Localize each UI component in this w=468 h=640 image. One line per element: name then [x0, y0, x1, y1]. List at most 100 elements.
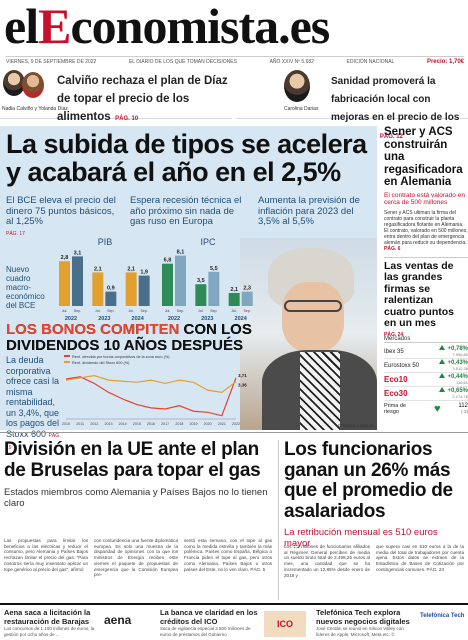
series-line — [65, 376, 237, 417]
footer-aena[interactable]: Aena saca a licitación la restauración d… — [4, 608, 154, 639]
sener-headline[interactable]: Sener y ACS construirán una regasificado… — [384, 126, 463, 188]
ico-logo: ICO — [264, 611, 306, 637]
teaser-headline: Calviño rechaza el plan de Díaz de topar… — [57, 75, 228, 123]
bonos-text: La deuda corporativa ofrece casi la mism… — [6, 355, 66, 454]
bar-value-label: 2,1 — [94, 266, 102, 272]
funcionarios-headline: Los funcionarios ganan un 26% más que el… — [284, 439, 453, 522]
chart-bar — [162, 263, 173, 306]
end-value-label: 3,71 — [238, 373, 247, 378]
newspaper-logo[interactable]: elEconomista.es — [4, 0, 330, 54]
x-tick-label: 2019 — [190, 422, 198, 426]
market-name: Eco10 — [384, 375, 408, 384]
funcionarios-body-col-2: que supera casi en 510 euros a la de la … — [376, 544, 464, 572]
market-row-prima[interactable]: Prima de riesgo ♥ 112 (-3) — [384, 401, 468, 417]
teaser-caption: Nadia Calviño y Yolanda Díaz — [2, 106, 68, 112]
bar-value-label: 3,5 — [197, 278, 205, 284]
footer-ico[interactable]: La banca ve claridad en los créditos del… — [160, 608, 310, 639]
ipc-chart: IPC 6,8 Jul. 8,1 Sep. 2022 3,5 Jul. 5,5 Sep. 2023 2… — [162, 237, 253, 322]
bar-value-label: 1,9 — [140, 270, 148, 276]
bonos-body: La deuda corporativa ofrece casi la mism… — [6, 355, 60, 439]
market-change: +0,78% — [447, 346, 468, 352]
series-line — [65, 375, 237, 393]
bar-value-label: 2,1 — [127, 266, 135, 272]
footer-strip: Aena saca a licitación la restauración d… — [0, 603, 468, 640]
issue-date: VIERNES, 9 DE SEPTIEMBRE DE 2022 — [6, 59, 97, 65]
market-row-eco10[interactable]: Eco10 +0,44% 116,61 — [384, 373, 468, 387]
bar-value-label: 2,8 — [61, 255, 69, 261]
x-tick-label: 2015 — [133, 422, 141, 426]
chart-bar — [59, 261, 70, 306]
market-values: +0,65% 2.174,78 — [439, 387, 468, 400]
gas-story[interactable]: División en la UE ante el plan de Brusel… — [4, 439, 274, 509]
market-value: 7.996,80 — [452, 352, 468, 357]
up-arrow-icon — [439, 373, 446, 378]
bonos-headline[interactable]: LOS BONOS COMPITEN CON LOS DIVIDENDOS 10… — [6, 322, 336, 354]
funcionarios-subhead: La retribución mensual es 510 euros mayo… — [284, 527, 438, 549]
x-tick-label: 2011 — [76, 422, 84, 426]
sener-subhead: El contrato está valorado en cerca de 50… — [384, 191, 465, 207]
end-value-label: 3,36 — [238, 383, 247, 388]
right-column: Sener y ACS construirán una regasificado… — [384, 126, 468, 430]
footer-headline: Aena saca a licitación la restauración d… — [4, 608, 91, 626]
bonos-headline-black: CON LOS DIVIDENDOS 10 AÑOS DESPUÉS — [6, 321, 252, 354]
tick-label: Sep. — [210, 309, 217, 313]
legend-label: Rent. ofrecida por bonos corporativos de… — [72, 355, 170, 359]
ventas-story[interactable]: Las ventas de las grandes firmas se rale… — [384, 256, 468, 338]
chart-title: IPC — [200, 237, 216, 247]
category-label: 2023 — [201, 316, 213, 322]
market-values: 112 (-3) — [458, 403, 468, 415]
tick-label: Sep. — [140, 309, 147, 313]
diaz-photo — [22, 72, 44, 98]
tick-label: Jul. — [165, 309, 171, 313]
market-name: Eurostoxx 50 — [384, 362, 420, 369]
subhead-text: Espera recesión técnica el año próximo s… — [130, 195, 242, 227]
issue-number: AÑO XXIV Nº 5.682 — [269, 59, 314, 65]
footer-body: Saca de vigilancia especial 3.500 millon… — [160, 626, 251, 637]
main-headline[interactable]: La subida de tipos se acelera y acabará … — [6, 129, 367, 187]
bonos-line-chart: Rent. ofrecida por bonos corporativos de… — [62, 355, 247, 426]
market-change: 112 — [458, 403, 468, 409]
tick-label: Jul. — [231, 309, 237, 313]
subhead-text: El BCE eleva el precio del dinero 75 pun… — [6, 195, 116, 227]
footer-body: Los concursos de 1.100 millones de euros… — [4, 626, 95, 637]
price: Precio: 1,70€ — [426, 59, 464, 65]
ventas-headline: Las ventas de las grandes firmas se rale… — [384, 259, 454, 329]
x-tick-label: 2012 — [90, 422, 98, 426]
market-row-eurostoxx[interactable]: Eurostoxx 50 +0,43% 3.512,38 — [384, 359, 468, 373]
x-tick-label: 2022 — [232, 422, 240, 426]
tick-label: Jul. — [62, 309, 68, 313]
category-label: 2022 — [168, 316, 180, 322]
edition: EDICIÓN NACIONAL — [346, 59, 395, 65]
funcionarios-body-col-1: Los 1,2 millones de funcionarios afiliad… — [284, 544, 370, 578]
up-arrow-icon — [439, 387, 446, 392]
chart-bar — [125, 272, 137, 306]
legend-swatch — [64, 361, 70, 363]
market-name: Ibex 35 — [384, 348, 404, 355]
markets-title: Mercados — [384, 336, 468, 343]
x-tick-label: 2018 — [175, 422, 183, 426]
up-arrow-icon — [439, 345, 446, 350]
teaser-darias[interactable]: Carolina Darias Sanidad promoverá la fab… — [236, 66, 468, 141]
up-arrow-icon — [439, 359, 446, 364]
slogan: EL DIARIO DE LOS QUE TOMAN DECISIONES — [128, 59, 237, 65]
heart-icon: ♥ — [433, 403, 441, 415]
chart-bar — [175, 255, 186, 306]
chart-bar — [92, 272, 104, 306]
macro-label: Nuevo cuadro macro-económico del BCE — [6, 265, 45, 310]
market-row-ibex[interactable]: Ibex 35 +0,78% 7.996,80 — [384, 345, 468, 359]
column-divider — [278, 440, 279, 600]
gas-headline: División en la UE ante el plan de Brusel… — [4, 439, 261, 481]
teaser-calvino[interactable]: Nadia Calviño y Yolanda Díaz Calviño rec… — [0, 66, 232, 123]
darias-photo — [284, 70, 310, 102]
sener-page: PÁG. 6 — [384, 245, 401, 252]
tick-label: Sep. — [74, 309, 81, 313]
footer-telefonica[interactable]: Telefónica Tech explora nuevos negocios … — [316, 608, 466, 639]
funcionarios-story[interactable]: Los funcionarios ganan un 26% más que el… — [284, 439, 466, 549]
bonos-headline-red: LOS BONOS COMPITEN — [6, 321, 180, 338]
lagarde-scarf — [300, 352, 340, 430]
legend-label: Rent. dividendo del Stoxx 600 (%) — [72, 361, 130, 365]
pib-chart: PIB 2,8 Jul. 3,1 Sep. 2022 2,1 Jul. 0,9 Sep. 2023 2… — [59, 237, 150, 322]
category-label: 2024 — [235, 316, 248, 322]
subhead-text: Aumenta la previsión de inflación para 2… — [258, 195, 360, 227]
market-row-eco30[interactable]: Eco30 +0,65% 2.174,78 — [384, 387, 468, 401]
